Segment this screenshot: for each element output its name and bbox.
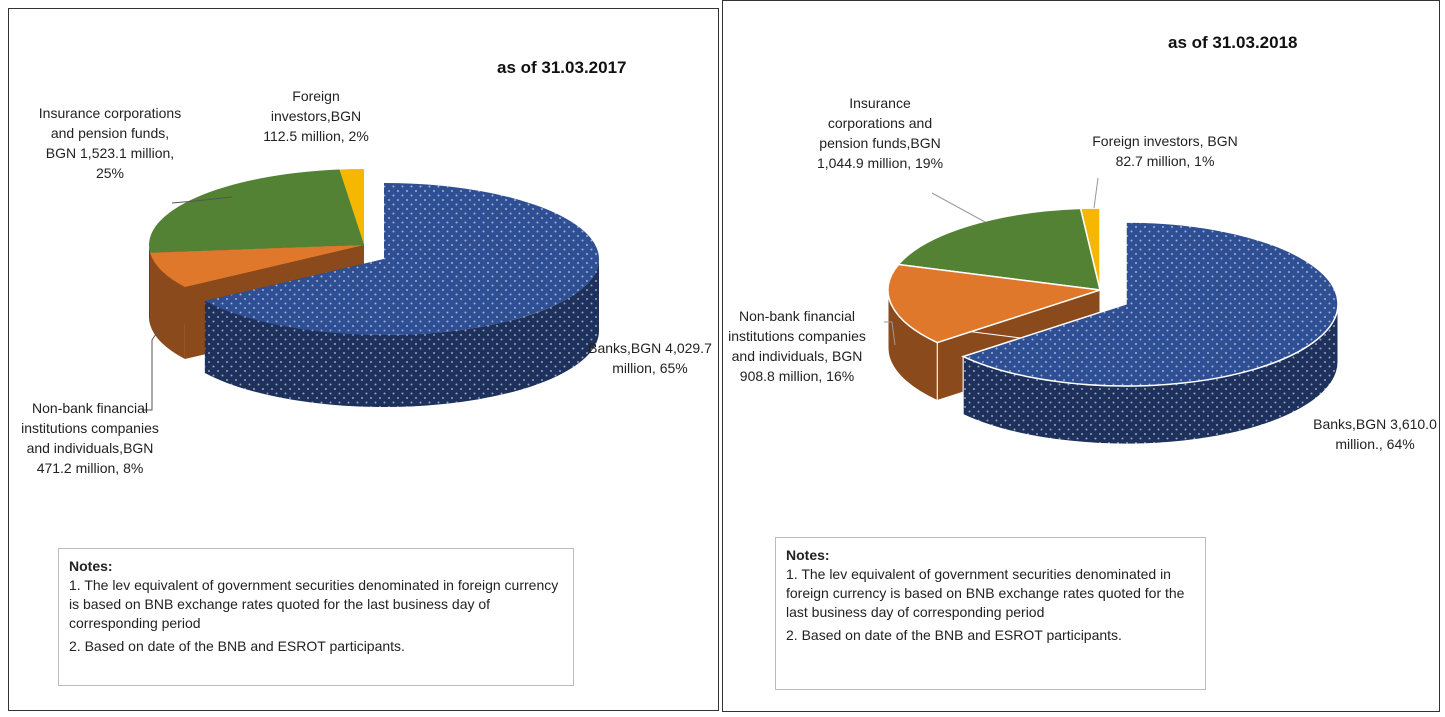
leader-line	[931, 192, 986, 223]
data-label: Insurance corporations and pension funds…	[816, 95, 944, 171]
notes-box: Notes: 1. The lev equivalent of governmen…	[775, 537, 1206, 690]
note-item: 2. Based on date of the BNB and ESROT pa…	[69, 638, 405, 654]
slice	[204, 183, 600, 407]
panel-border	[8, 8, 719, 711]
data-label: Banks,BGN 4,029.7 million, 65%	[588, 340, 712, 376]
data-label: Non-bank financial institutions companie…	[728, 308, 866, 384]
slice-top	[897, 207, 1101, 291]
chart-title: as of 31.03.2017	[497, 58, 627, 77]
slice-top	[339, 169, 364, 245]
note-item: 1. The lev equivalent of government secu…	[786, 566, 1185, 620]
note-item: 2. Based on date of the BNB and ESROT pa…	[786, 627, 1122, 643]
data-label: Foreign investors,BGN 112.5 million, 2%	[263, 88, 369, 144]
data-label: Banks,BGN 3,610.0 million., 64%	[1313, 416, 1437, 452]
notes-title: Notes:	[786, 547, 830, 563]
note-item: 1. The lev equivalent of government secu…	[69, 577, 559, 631]
slice-texture	[963, 304, 1338, 444]
data-label: Non-bank financial institutions companie…	[21, 400, 159, 476]
slice-outer-side	[149, 245, 151, 325]
slice-texture	[204, 259, 600, 407]
leader-line	[1093, 177, 1099, 209]
notes-title: Notes:	[69, 558, 113, 574]
notes-box: Notes: 1. The lev equivalent of governmen…	[58, 548, 574, 686]
leader-line	[884, 321, 896, 346]
data-label: Insurance corporations and pension funds…	[38, 105, 182, 181]
pie	[887, 207, 1339, 445]
slice-texture	[204, 183, 599, 336]
data-label: Foreign investors, BGN 82.7 million, 1%	[1092, 133, 1238, 169]
leader-line	[171, 196, 233, 204]
leader-line	[142, 327, 161, 411]
chart-title: as of 31.03.2018	[1168, 33, 1298, 52]
slice-top	[149, 169, 364, 253]
slice-top	[887, 263, 1101, 344]
pie	[149, 169, 600, 407]
slice-outer-side	[150, 252, 185, 360]
slice-texture	[963, 222, 1339, 386]
slice-top	[150, 245, 364, 288]
panel-border	[722, 0, 1440, 712]
slice	[961, 221, 1339, 445]
